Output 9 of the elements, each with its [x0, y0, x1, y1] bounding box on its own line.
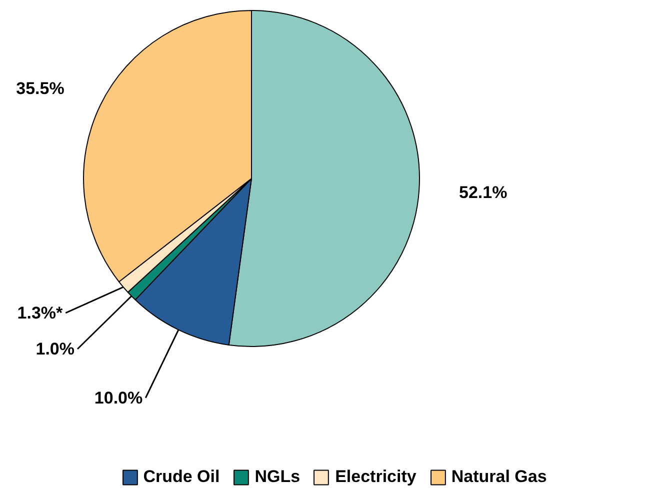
data-label: 10.0% [94, 388, 143, 408]
legend-label: Natural Gas [451, 467, 547, 487]
data-label: 35.5% [16, 79, 64, 98]
legend-label: Crude Oil [143, 467, 220, 487]
data-label: 1.3%* [17, 303, 64, 322]
legend-label: NGLs [254, 467, 300, 487]
data-label: 52.1% [458, 182, 508, 202]
legend-label: Electricity [335, 467, 416, 487]
data-label: 1.0% [36, 339, 74, 358]
